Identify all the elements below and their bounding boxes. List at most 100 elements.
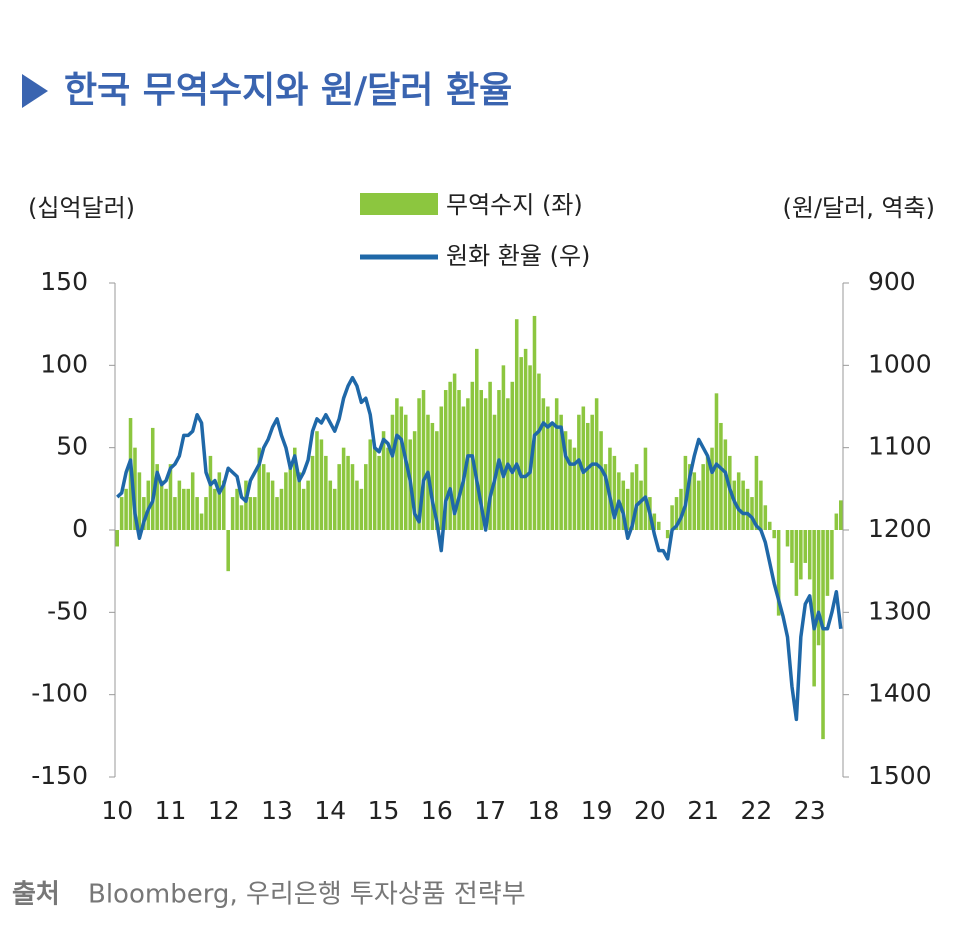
bar <box>293 447 297 530</box>
x-tick-label: 16 <box>421 796 453 825</box>
bar <box>173 497 177 530</box>
bar <box>439 406 444 530</box>
source: Bloomberg, 우리은행 투자상품 전략부 <box>88 880 526 910</box>
bar <box>390 414 395 530</box>
bar <box>483 398 488 530</box>
bar <box>133 447 137 530</box>
bar <box>288 464 293 530</box>
bar <box>159 480 164 530</box>
bar <box>119 497 124 530</box>
bar <box>621 480 626 530</box>
bar <box>226 530 230 572</box>
bar <box>528 365 532 530</box>
bar <box>625 488 630 530</box>
bar <box>435 431 439 530</box>
bar <box>244 480 248 530</box>
y-axis-label: (십억달러) <box>28 194 135 222</box>
bar <box>785 530 790 547</box>
bar <box>452 373 457 530</box>
bar <box>839 500 843 530</box>
bar <box>306 480 310 530</box>
bar <box>701 464 705 530</box>
bar <box>448 381 452 530</box>
bar <box>142 497 146 530</box>
bar <box>146 480 151 530</box>
bar <box>213 488 217 530</box>
bar <box>577 414 581 530</box>
bar <box>736 472 741 530</box>
bar <box>723 439 728 530</box>
bar <box>186 488 191 530</box>
bar <box>457 390 461 530</box>
bar <box>168 464 173 530</box>
bar <box>372 447 377 530</box>
bar <box>812 530 816 687</box>
bar <box>634 464 639 530</box>
bar <box>248 497 253 530</box>
bar <box>319 439 324 530</box>
bar <box>599 431 603 530</box>
y2-tick-label: 1400 <box>868 679 932 708</box>
bar <box>759 480 763 530</box>
bar <box>204 497 208 530</box>
bar <box>386 447 390 530</box>
bar <box>692 472 697 530</box>
bar <box>830 530 834 580</box>
bar <box>399 406 404 530</box>
bar <box>412 431 417 530</box>
x-tick-label: 18 <box>527 796 559 825</box>
y2-tick-label: 900 <box>868 267 916 296</box>
bar <box>479 390 483 530</box>
bar <box>514 319 519 530</box>
bar <box>230 497 235 530</box>
bar <box>776 530 781 616</box>
bar <box>328 480 333 530</box>
bar <box>639 480 643 530</box>
bar <box>359 488 364 530</box>
bar <box>430 422 435 530</box>
bar <box>155 464 159 530</box>
bar <box>652 513 657 530</box>
x-tick-label: 23 <box>794 796 826 825</box>
y2-tick-label: 1000 <box>868 349 932 378</box>
bar <box>332 488 337 530</box>
bar <box>630 472 634 530</box>
bar <box>208 455 213 530</box>
bar <box>754 455 759 530</box>
bar <box>696 480 701 530</box>
y-tick-label: 150 <box>40 267 88 296</box>
bar <box>519 357 523 530</box>
bar <box>710 447 714 530</box>
bar <box>195 497 199 530</box>
bar <box>657 521 661 530</box>
bar <box>772 530 776 539</box>
bar <box>350 464 355 530</box>
bar <box>510 381 515 530</box>
bar <box>572 447 577 530</box>
bar <box>719 422 723 530</box>
x-tick-label: 14 <box>314 796 346 825</box>
bar <box>643 447 648 530</box>
y-tick-label: -100 <box>31 679 88 708</box>
bar <box>794 530 799 596</box>
bar <box>532 315 537 530</box>
bar <box>190 472 195 530</box>
bar <box>137 472 142 530</box>
bar <box>301 488 306 530</box>
x-tick-label: 12 <box>208 796 240 825</box>
x-tick-label: 10 <box>101 796 133 825</box>
bar <box>417 398 421 530</box>
bar <box>199 513 204 530</box>
bar <box>790 530 794 563</box>
y2-tick-label: 1300 <box>868 596 932 625</box>
chart-title: 한국 무역수지와 원/달러 환율 <box>64 70 512 111</box>
bar <box>568 439 572 530</box>
bar <box>554 398 559 530</box>
bar <box>124 488 128 530</box>
bar <box>825 530 830 596</box>
bar <box>750 497 754 530</box>
y-tick-label: 0 <box>72 514 88 543</box>
bar <box>559 414 563 530</box>
bar <box>337 464 341 530</box>
